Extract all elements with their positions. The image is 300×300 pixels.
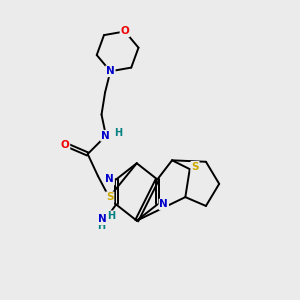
Text: H: H (98, 221, 106, 231)
Text: H: H (107, 211, 115, 221)
Text: O: O (61, 140, 69, 150)
Text: H: H (114, 128, 122, 138)
Text: N: N (160, 200, 168, 209)
Text: N: N (105, 174, 114, 184)
Text: N: N (98, 214, 107, 224)
Text: S: S (106, 192, 113, 202)
Text: N: N (101, 131, 110, 141)
Text: S: S (191, 162, 199, 172)
Text: N: N (106, 66, 115, 76)
Text: O: O (121, 26, 129, 36)
